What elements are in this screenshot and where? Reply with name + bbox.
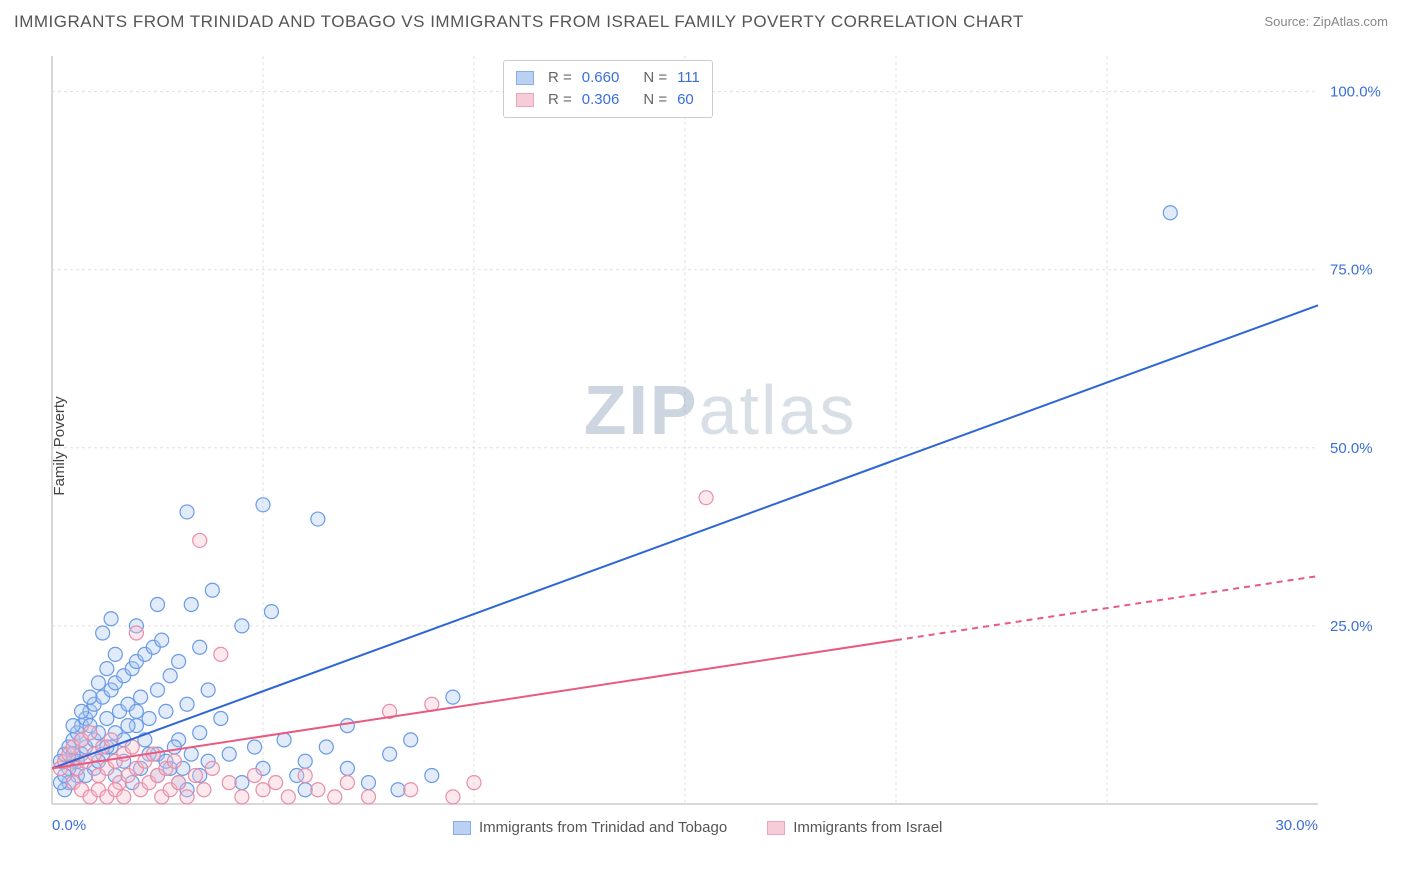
svg-text:0.0%: 0.0%: [52, 817, 86, 834]
source-attribution: Source: ZipAtlas.com: [1264, 14, 1388, 29]
chart-title: IMMIGRANTS FROM TRINIDAD AND TOBAGO VS I…: [14, 12, 1024, 32]
svg-text:50.0%: 50.0%: [1330, 440, 1373, 457]
series-legend-label: Immigrants from Israel: [793, 819, 942, 836]
source-prefix: Source:: [1264, 14, 1312, 29]
chart-container: IMMIGRANTS FROM TRINIDAD AND TOBAGO VS I…: [0, 0, 1406, 892]
legend-n-label: N =: [643, 89, 667, 111]
svg-text:75.0%: 75.0%: [1330, 262, 1373, 279]
series-legend-item: Immigrants from Trinidad and Tobago: [453, 819, 727, 836]
series-legend-label: Immigrants from Trinidad and Tobago: [479, 819, 727, 836]
legend-swatch: [516, 71, 534, 85]
series-legend-item: Immigrants from Israel: [767, 819, 942, 836]
legend-n-label: N =: [643, 67, 667, 89]
legend-n-value: 60: [677, 89, 694, 111]
legend-r-label: R =: [548, 67, 572, 89]
plot-area: 25.0% 50.0% 75.0% 100.0% 0.0% 30.0% R = 0.660…: [48, 48, 1388, 840]
scatter-plot-svg: 25.0% 50.0% 75.0% 100.0% 0.0% 30.0%: [48, 48, 1388, 840]
legend-r-value: 0.660: [582, 67, 620, 89]
svg-text:25.0%: 25.0%: [1330, 618, 1373, 635]
svg-text:100.0%: 100.0%: [1330, 84, 1381, 101]
legend-row: R = 0.660 N = 111: [516, 67, 700, 89]
correlation-legend: R = 0.660 N = 111R = 0.306 N = 60: [503, 60, 713, 118]
legend-swatch: [516, 93, 534, 107]
series-legend: Immigrants from Trinidad and Tobago Immig…: [453, 819, 942, 836]
legend-r-label: R =: [548, 89, 572, 111]
legend-swatch: [453, 821, 471, 835]
legend-swatch: [767, 821, 785, 835]
legend-row: R = 0.306 N = 60: [516, 89, 700, 111]
svg-text:30.0%: 30.0%: [1275, 817, 1318, 834]
source-link[interactable]: ZipAtlas.com: [1313, 14, 1388, 29]
legend-r-value: 0.306: [582, 89, 620, 111]
legend-n-value: 111: [677, 67, 700, 89]
